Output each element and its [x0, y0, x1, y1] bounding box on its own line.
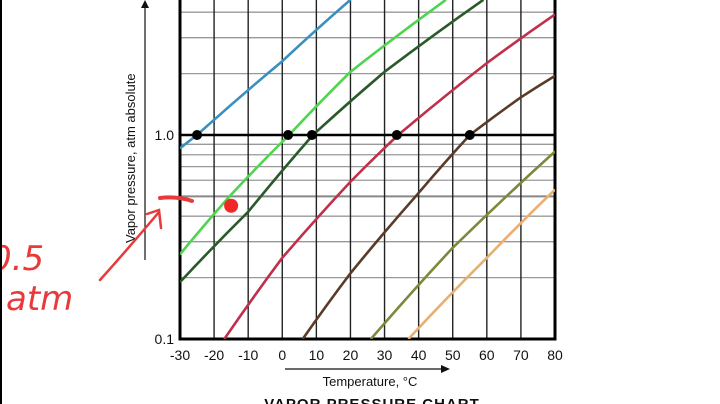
- x-axis-label: Temperature, °C: [323, 374, 418, 389]
- series-line-3: [180, 0, 485, 284]
- series-layer: [180, 0, 555, 339]
- arrow-head-icon: [145, 208, 163, 230]
- x-tick-label: 10: [309, 347, 325, 363]
- x-tick-label: -20: [204, 347, 224, 363]
- x-tick-label: 0: [278, 347, 286, 363]
- series-line-7: [407, 188, 555, 339]
- annotation-unit: atm: [6, 279, 73, 319]
- chart-title: VAPOR PRESSURE CHART: [264, 396, 480, 404]
- x-tick-label: 80: [547, 347, 563, 363]
- series-line-6: [369, 150, 555, 339]
- grid: [178, 0, 557, 341]
- x-tick-label: 50: [445, 347, 461, 363]
- y-arrow-head-icon: [141, 0, 149, 8]
- annotation-arrow: [98, 210, 161, 282]
- y-axis-label: Vapor pressure, atm absolute: [123, 73, 138, 243]
- plot-frame: [178, 0, 557, 341]
- x-arrow-head-icon: [441, 365, 450, 373]
- y-tick-1.0: 1.0: [155, 127, 175, 143]
- x-tick-label: -30: [170, 347, 190, 363]
- boiling-point-dot: [283, 130, 294, 140]
- x-tick-label: 20: [343, 347, 359, 363]
- x-tick-label: 30: [377, 347, 393, 363]
- x-tick-labels: -30 -20 -10 0 10 20 30 40 50 60 70 80: [170, 347, 563, 363]
- x-tick-label: -10: [238, 347, 258, 363]
- series-line-4: [223, 13, 555, 339]
- boiling-point-dot: [391, 130, 402, 140]
- annotation-dash: [158, 195, 194, 203]
- x-tick-label: 60: [479, 347, 495, 363]
- boiling-point-dot: [192, 130, 203, 140]
- boiling-point-dot: [464, 130, 475, 140]
- y-tick-0.1: 0.1: [155, 331, 175, 347]
- annotation-value: 0.5: [2, 239, 44, 279]
- handwritten-annotation: 0.5 atm: [2, 195, 239, 319]
- boiling-point-dots: [192, 130, 475, 140]
- marked-point: [224, 198, 239, 213]
- x-tick-label: 70: [513, 347, 529, 363]
- series-line-5: [301, 74, 555, 339]
- series-line-1: [180, 0, 352, 150]
- x-tick-label: 40: [411, 347, 427, 363]
- boiling-point-dot: [306, 130, 317, 140]
